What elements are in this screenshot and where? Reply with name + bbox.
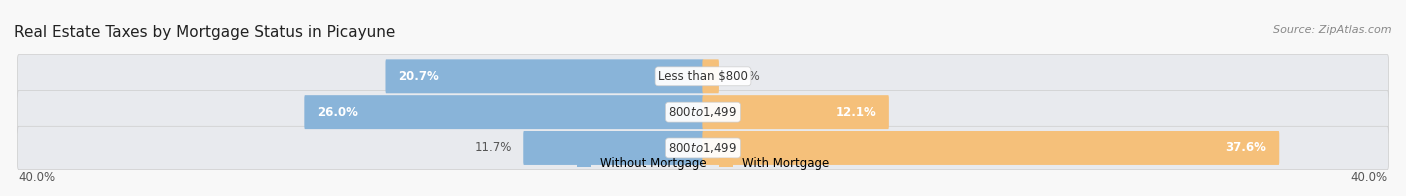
Text: Real Estate Taxes by Mortgage Status in Picayune: Real Estate Taxes by Mortgage Status in …	[14, 25, 395, 40]
FancyBboxPatch shape	[523, 131, 703, 165]
FancyBboxPatch shape	[385, 59, 703, 93]
Text: Source: ZipAtlas.com: Source: ZipAtlas.com	[1274, 25, 1392, 35]
FancyBboxPatch shape	[17, 126, 1389, 170]
FancyBboxPatch shape	[703, 95, 889, 129]
Text: $800 to $1,499: $800 to $1,499	[668, 141, 738, 155]
Text: 20.7%: 20.7%	[398, 70, 439, 83]
FancyBboxPatch shape	[17, 55, 1389, 98]
FancyBboxPatch shape	[17, 91, 1389, 134]
Text: 12.1%: 12.1%	[835, 106, 876, 119]
Text: 40.0%: 40.0%	[1350, 171, 1388, 184]
Text: 26.0%: 26.0%	[318, 106, 359, 119]
Legend: Without Mortgage, With Mortgage: Without Mortgage, With Mortgage	[576, 157, 830, 170]
Text: 11.7%: 11.7%	[474, 142, 512, 154]
Text: 40.0%: 40.0%	[18, 171, 56, 184]
Text: $800 to $1,499: $800 to $1,499	[668, 105, 738, 119]
FancyBboxPatch shape	[703, 59, 718, 93]
Text: Less than $800: Less than $800	[658, 70, 748, 83]
Text: 37.6%: 37.6%	[1226, 142, 1267, 154]
FancyBboxPatch shape	[703, 131, 1279, 165]
Text: 1.0%: 1.0%	[731, 70, 761, 83]
FancyBboxPatch shape	[304, 95, 703, 129]
